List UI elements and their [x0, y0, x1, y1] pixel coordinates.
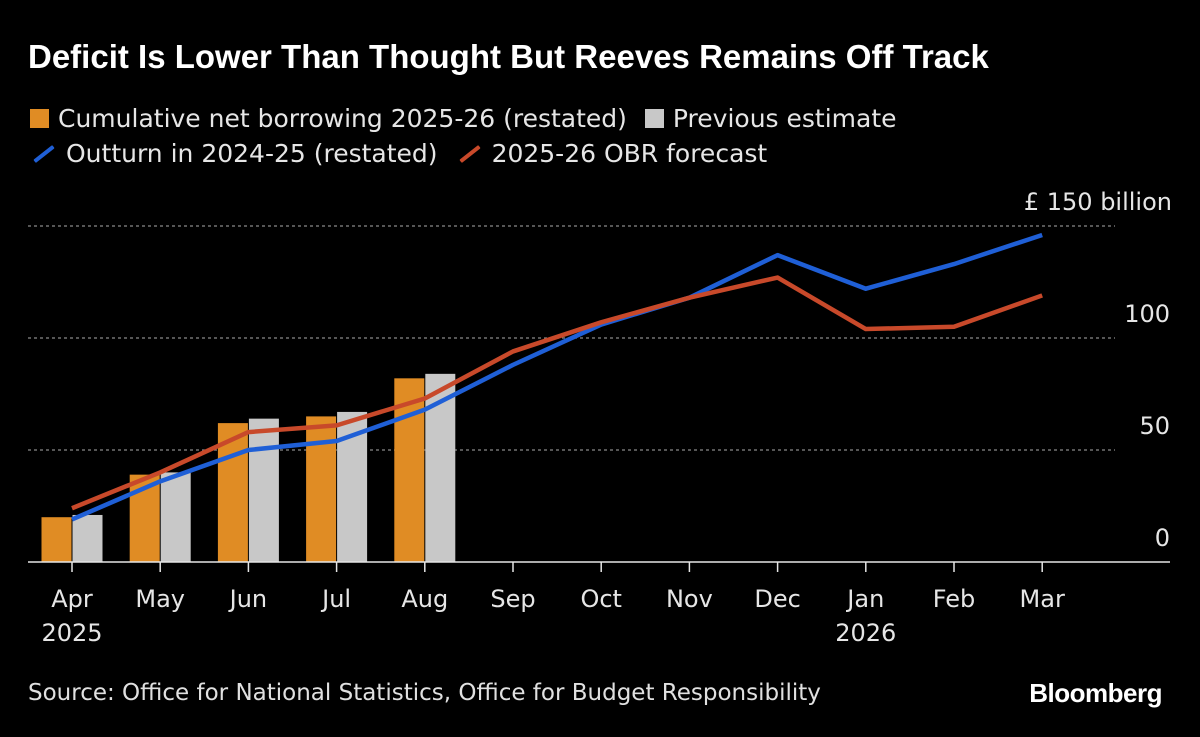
- x-tick-label: Dec: [754, 585, 800, 613]
- legend-label: Outturn in 2024-25 (restated): [66, 139, 438, 168]
- bar-cumulative: [41, 517, 72, 562]
- x-tick-label: Apr: [51, 585, 93, 613]
- legend-label: Cumulative net borrowing 2025-26 (restat…: [58, 104, 627, 133]
- bar-cumulative: [394, 378, 425, 562]
- x-tick-label: Oct: [580, 585, 622, 613]
- x-tick-label: Feb: [933, 585, 976, 613]
- legend-swatch: [644, 109, 664, 128]
- y-tick-label: £ 150 billion: [1024, 188, 1172, 216]
- legend-row-2: Outturn in 2024-25 (restated) 2025-26 OBR…: [30, 139, 785, 168]
- legend-label: 2025-26 OBR forecast: [491, 139, 768, 168]
- x-tick-label: Sep: [490, 585, 535, 613]
- x-tick-label: Aug: [401, 585, 448, 613]
- legend-item: Cumulative net borrowing 2025-26 (restat…: [30, 104, 627, 133]
- x-tick-label: May: [135, 585, 185, 613]
- y-tick-label: 0: [1155, 524, 1170, 552]
- bar-previous: [248, 418, 279, 562]
- bar-previous: [72, 514, 103, 562]
- x-tick-label: Jun: [228, 585, 268, 613]
- legend-swatch: [30, 109, 49, 128]
- bloomberg-logo: Bloomberg: [1029, 678, 1162, 708]
- bar-cumulative: [306, 416, 337, 562]
- legend-item: Previous estimate: [644, 104, 897, 133]
- x-tick-label: Jul: [320, 585, 351, 613]
- x-year-label: 2026: [835, 619, 896, 647]
- legend-row-1: Cumulative net borrowing 2025-26 (restat…: [30, 104, 915, 133]
- x-tick-label: Jan: [845, 585, 884, 613]
- bar-cumulative: [217, 423, 248, 562]
- y-tick-label: 100: [1124, 300, 1170, 328]
- line-outturn-2024-25: [71, 232, 1043, 522]
- y-tick-label: 50: [1139, 412, 1170, 440]
- x-tick-label: Mar: [1020, 585, 1065, 613]
- source-note: Source: Office for National Statistics, …: [28, 680, 821, 706]
- legend-label: Previous estimate: [672, 104, 897, 133]
- chart-title: Deficit Is Lower Than Thought But Reeves…: [28, 38, 989, 75]
- x-year-label: 2025: [41, 619, 102, 647]
- bar-previous: [160, 472, 191, 562]
- line-obr-forecast: [71, 275, 1043, 511]
- x-tick-label: Nov: [666, 585, 713, 613]
- legend-item: 2025-26 OBR forecast: [456, 139, 768, 168]
- legend-item: Outturn in 2024-25 (restated): [30, 139, 438, 168]
